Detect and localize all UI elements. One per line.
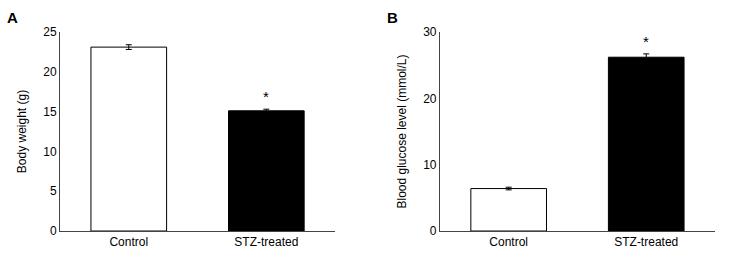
svg-text:20: 20	[423, 92, 437, 106]
svg-text:10: 10	[43, 145, 57, 159]
svg-text:5: 5	[50, 184, 57, 198]
svg-text:B: B	[387, 9, 398, 26]
svg-text:STZ-treated: STZ-treated	[614, 235, 678, 249]
svg-text:Control: Control	[109, 235, 148, 249]
svg-text:Control: Control	[489, 235, 528, 249]
svg-text:25: 25	[43, 25, 57, 39]
svg-text:*: *	[263, 88, 269, 105]
svg-text:*: *	[643, 33, 649, 50]
svg-text:10: 10	[423, 158, 437, 172]
svg-text:0: 0	[50, 224, 57, 238]
svg-text:30: 30	[423, 25, 437, 39]
svg-text:Body weight (g): Body weight (g)	[15, 90, 29, 173]
svg-text:STZ-treated: STZ-treated	[234, 235, 298, 249]
svg-text:15: 15	[43, 105, 57, 119]
svg-text:20: 20	[43, 65, 57, 79]
svg-text:0: 0	[430, 224, 437, 238]
svg-text:A: A	[7, 9, 18, 26]
svg-text:Blood glucose level (mmol/L): Blood glucose level (mmol/L)	[395, 54, 409, 208]
